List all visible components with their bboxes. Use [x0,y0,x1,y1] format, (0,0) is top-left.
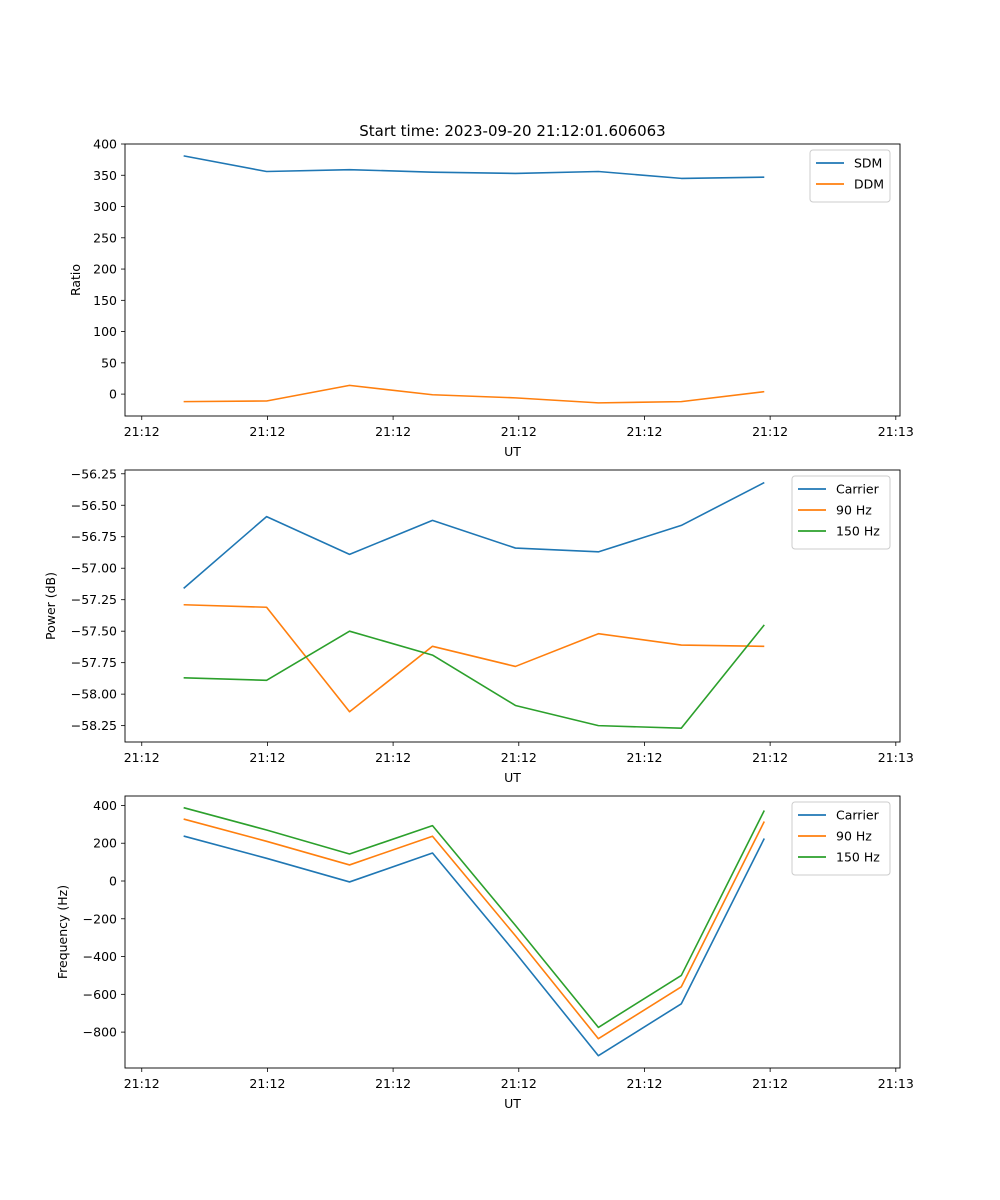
y-tick-label: −58.25 [71,718,117,733]
x-tick-label: 21:12 [124,750,160,765]
x-tick-label: 21:13 [878,750,914,765]
y-tick-label: 50 [101,355,117,370]
series-line-sdm [183,155,765,180]
series-line-carrier [183,481,765,589]
x-tick-label: 21:12 [501,424,537,439]
series-line-carrier [183,835,765,1057]
x-tick-label: 21:12 [375,424,411,439]
plot-frame [124,143,901,417]
y-tick-label: −58.00 [71,687,117,702]
series-line-ddm [183,384,765,404]
y-tick-label: 300 [93,199,117,214]
x-tick-label: 21:12 [375,750,411,765]
legend-label: SDM [854,156,882,171]
legend-label: Carrier [836,482,880,497]
y-axis-label: Power (dB) [43,572,58,640]
legend: Carrier 90 Hz 150 Hz [791,801,891,876]
y-tick-label: 100 [93,324,117,339]
x-axis-label: UT [504,770,521,785]
series-line-90-hz [183,603,765,713]
legend: Carrier 90 Hz 150 Hz [791,475,891,550]
y-tick-label: −56.25 [71,466,117,481]
y-tick-label: −56.50 [71,498,117,513]
y-tick-label: 200 [93,262,117,277]
plot-frame [124,795,901,1069]
y-tick-label: 0 [109,874,117,889]
x-tick-label: 21:12 [124,1076,160,1091]
plots-container: 21:12 21:12 21:12 21:12 21:12 21:12 21:13 0 50 10… [43,137,914,1112]
x-tick-label: 21:12 [752,750,788,765]
legend-label: 150 Hz [836,524,880,539]
x-tick-label: 21:12 [501,750,537,765]
y-tick-label: −400 [83,949,117,964]
y-tick-label: 200 [93,836,117,851]
y-axis-label: Frequency (Hz) [55,885,70,979]
x-tick-label: 21:12 [375,1076,411,1091]
subplot-3: 21:12 21:12 21:12 21:12 21:12 21:12 21:13 −800 −… [55,795,914,1111]
x-tick-label: 21:12 [249,1076,285,1091]
x-tick-label: 21:12 [249,750,285,765]
x-tick-label: 21:12 [501,1076,537,1091]
y-tick-label: −57.00 [71,561,117,576]
y-tick-label: 350 [93,168,117,183]
x-tick-label: 21:12 [752,1076,788,1091]
series-line-150-hz [183,806,765,1029]
legend-label: DDM [854,177,884,192]
y-tick-label: −800 [83,1025,117,1040]
series-line-150-hz [183,624,765,729]
subplot-2: 21:12 21:12 21:12 21:12 21:12 21:12 21:13 −58.2… [43,466,914,785]
y-tick-label: 150 [93,293,117,308]
x-tick-label: 21:12 [626,1076,662,1091]
y-tick-label: 250 [93,230,117,245]
y-tick-label: 0 [109,387,117,402]
plot-frame [124,469,901,743]
x-tick-label: 21:12 [752,424,788,439]
y-tick-label: −600 [83,987,117,1002]
x-tick-label: 21:12 [124,424,160,439]
x-tick-label: 21:12 [626,424,662,439]
legend-label: 90 Hz [836,503,872,518]
x-tick-label: 21:12 [249,424,285,439]
x-tick-label: 21:13 [878,1076,914,1091]
x-axis-label: UT [504,444,521,459]
y-tick-label: 400 [93,798,117,813]
x-axis-label: UT [504,1096,521,1111]
x-tick-label: 21:13 [878,424,914,439]
legend-label: Carrier [836,808,880,823]
legend: SDM DDM [809,149,891,203]
x-tick-label: 21:12 [626,750,662,765]
y-tick-label: −57.50 [71,624,117,639]
y-tick-label: −57.75 [71,655,117,670]
figure-title: Start time: 2023-09-20 21:12:01.606063 [359,122,665,140]
y-axis-label: Ratio [68,264,83,296]
y-tick-label: −57.25 [71,592,117,607]
subplot-1: 21:12 21:12 21:12 21:12 21:12 21:12 21:13 0 50 10… [68,137,914,460]
series-line-90-hz [183,818,765,1040]
y-tick-label: 400 [93,137,117,152]
y-tick-label: −200 [83,911,117,926]
y-tick-label: −56.75 [71,529,117,544]
legend-label: 90 Hz [836,829,872,844]
legend-label: 150 Hz [836,850,880,865]
